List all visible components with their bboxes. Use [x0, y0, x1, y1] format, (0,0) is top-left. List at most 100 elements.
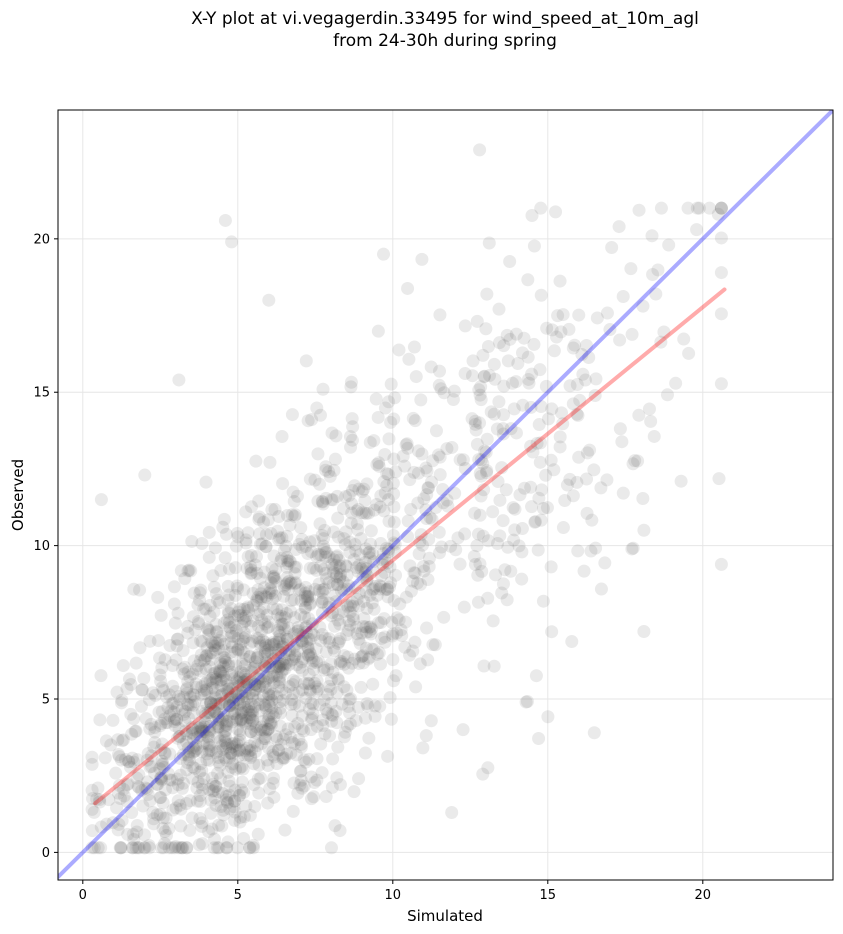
scatter-point: [413, 535, 427, 549]
scatter-point: [102, 793, 116, 807]
scatter-point: [280, 632, 294, 646]
scatter-point: [647, 429, 661, 443]
scatter-point: [211, 717, 225, 731]
scatter-point: [497, 339, 511, 353]
scatter-point: [195, 816, 209, 830]
scatter-point: [141, 747, 155, 761]
scatter-point: [148, 766, 162, 780]
scatter-point: [669, 376, 683, 390]
scatter-point: [161, 700, 175, 714]
scatter-point: [465, 412, 479, 426]
scatter-point: [378, 635, 392, 649]
scatter-point: [273, 628, 287, 642]
scatter-point: [131, 780, 145, 794]
scatter-point: [404, 503, 418, 517]
scatter-point: [164, 704, 178, 718]
scatter-point: [234, 712, 248, 726]
scatter-point: [406, 411, 420, 425]
scatter-point: [317, 693, 331, 707]
scatter-point: [246, 713, 260, 727]
scatter-point: [305, 713, 319, 727]
scatter-point: [297, 724, 311, 738]
scatter-point: [433, 546, 447, 560]
scatter-point: [324, 682, 338, 696]
scatter-point: [211, 710, 225, 724]
scatter-point: [203, 660, 217, 674]
scatter-point: [458, 527, 472, 541]
scatter-point: [264, 526, 278, 540]
scatter-point: [383, 691, 397, 705]
scatter-point: [273, 695, 287, 709]
scatter-point: [282, 554, 296, 568]
scatter-point: [155, 681, 169, 695]
scatter-point: [189, 677, 203, 691]
scatter-point: [193, 765, 207, 779]
scatter-point: [227, 630, 241, 644]
scatter-point: [322, 632, 336, 646]
scatter-point: [150, 777, 164, 791]
scatter-point: [292, 537, 306, 551]
scatter-point: [251, 648, 265, 662]
scatter-point: [171, 632, 185, 646]
scatter-point: [275, 603, 289, 617]
scatter-point: [211, 720, 225, 734]
scatter-point: [326, 708, 340, 722]
scatter-point: [230, 713, 244, 727]
scatter-point: [227, 671, 241, 685]
scatter-point: [215, 666, 229, 680]
scatter-point: [231, 841, 245, 855]
scatter-point: [205, 672, 219, 686]
scatter-point: [384, 415, 398, 429]
scatter-point: [256, 633, 270, 647]
scatter-point: [155, 705, 169, 719]
scatter-point: [194, 757, 208, 771]
scatter-point: [321, 600, 335, 614]
scatter-point: [316, 583, 330, 597]
scatter-point: [224, 636, 238, 650]
scatter-point: [266, 660, 280, 674]
scatter-point: [580, 446, 594, 460]
scatter-point: [267, 676, 281, 690]
scatter-point: [237, 602, 251, 616]
scatter-point: [324, 657, 338, 671]
scatter-point: [264, 716, 278, 730]
scatter-point: [487, 357, 501, 371]
scatter-point: [583, 443, 597, 457]
scatter-point: [359, 625, 373, 639]
scatter-point: [321, 687, 335, 701]
scatter-point: [500, 328, 514, 342]
scatter-point: [423, 511, 437, 525]
scatter-point: [207, 605, 221, 619]
scatter-point: [254, 639, 268, 653]
scatter-point: [482, 369, 496, 383]
scatter-point: [487, 659, 501, 673]
scatter-point: [540, 501, 554, 515]
scatter-point: [275, 551, 289, 565]
scatter-point: [172, 722, 186, 736]
scatter-point: [132, 780, 146, 794]
scatter-point: [122, 672, 136, 686]
scatter-point: [399, 615, 413, 629]
scatter-point: [261, 643, 275, 657]
scatter-point: [130, 753, 144, 767]
scatter-point: [373, 500, 387, 514]
scatter-point: [186, 741, 200, 755]
scatter-point: [339, 525, 353, 539]
scatter-point: [195, 837, 209, 851]
scatter-point: [181, 626, 195, 640]
scatter-point: [246, 838, 260, 852]
scatter-point: [280, 560, 294, 574]
scatter-point: [236, 715, 250, 729]
scatter-point: [231, 643, 245, 657]
scatter-point: [357, 506, 371, 520]
scatter-point: [265, 693, 279, 707]
scatter-point: [272, 680, 286, 694]
scatter-point: [377, 504, 391, 518]
scatter-point: [363, 551, 377, 565]
scatter-point: [113, 779, 127, 793]
scatter-point: [337, 502, 351, 516]
scatter-point: [332, 673, 346, 687]
scatter-point: [220, 793, 234, 807]
scatter-point: [501, 540, 515, 554]
scatter-point: [516, 398, 530, 412]
